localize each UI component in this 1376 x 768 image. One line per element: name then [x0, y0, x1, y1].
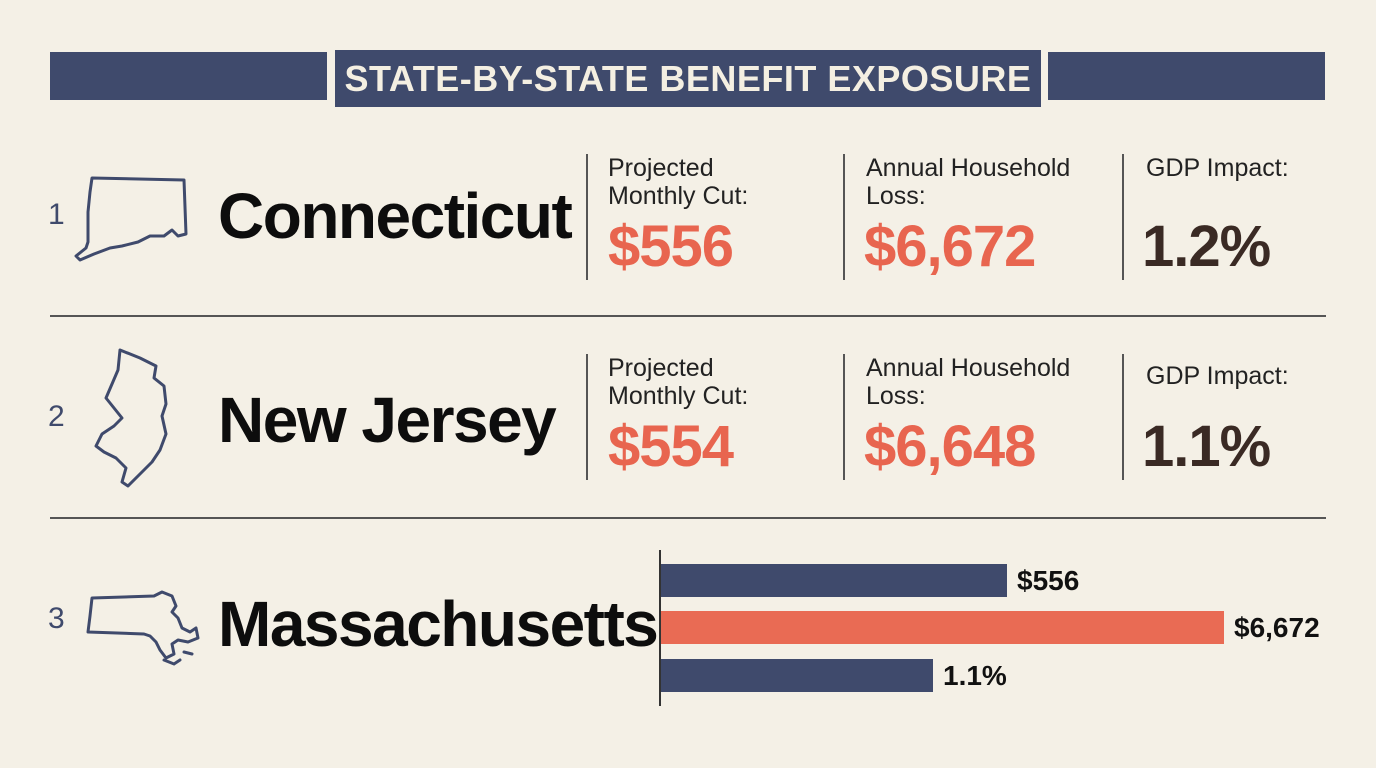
divider: [1122, 154, 1124, 280]
rank-number: 2: [48, 400, 65, 433]
connecticut-outline-icon: [74, 176, 188, 262]
monthly-cut-value: $556: [608, 214, 734, 279]
chart-bar: [661, 611, 1224, 644]
page-title: STATE-BY-STATE BENEFIT EXPOSURE: [335, 50, 1041, 107]
divider: [586, 154, 588, 280]
chart-bar: [661, 659, 933, 692]
divider: [1122, 354, 1124, 480]
state-name: New Jersey: [218, 384, 557, 456]
rank-number: 3: [48, 602, 65, 635]
gdp-impact-value: 1.1%: [1142, 414, 1271, 479]
row-separator: [50, 517, 1326, 519]
rank-number: 1: [48, 198, 65, 231]
state-name: Connecticut: [218, 180, 573, 252]
monthly-cut-value: $554: [608, 414, 734, 479]
chart-bar-label: 1.1%: [943, 660, 1007, 691]
divider: [843, 354, 845, 480]
household-loss-label: Annual Household Loss:: [866, 154, 1071, 210]
massachusetts-outline-icon: [86, 590, 200, 666]
monthly-cut-label: Projected Monthly Cut:: [608, 154, 749, 210]
chart-bar-label: $556: [1017, 565, 1080, 596]
state-name: Massachusetts: [218, 588, 659, 660]
household-loss-value: $6,648: [864, 414, 1036, 479]
gdp-impact-label: GDP Impact:: [1146, 154, 1289, 182]
new-jersey-outline-icon: [94, 348, 168, 488]
banner-right-bar: [1048, 52, 1325, 100]
banner-left-bar: [50, 52, 327, 100]
bar-chart-axis: [659, 550, 661, 706]
divider: [586, 354, 588, 480]
chart-bar: [661, 564, 1007, 597]
household-loss-label: Annual Household Loss:: [866, 354, 1071, 410]
divider: [843, 154, 845, 280]
chart-bar-label: $6,672: [1234, 612, 1320, 643]
household-loss-value: $6,672: [864, 214, 1036, 279]
gdp-impact-label: GDP Impact:: [1146, 362, 1289, 390]
row-separator: [50, 315, 1326, 317]
gdp-impact-value: 1.2%: [1142, 214, 1271, 279]
monthly-cut-label: Projected Monthly Cut:: [608, 354, 749, 410]
